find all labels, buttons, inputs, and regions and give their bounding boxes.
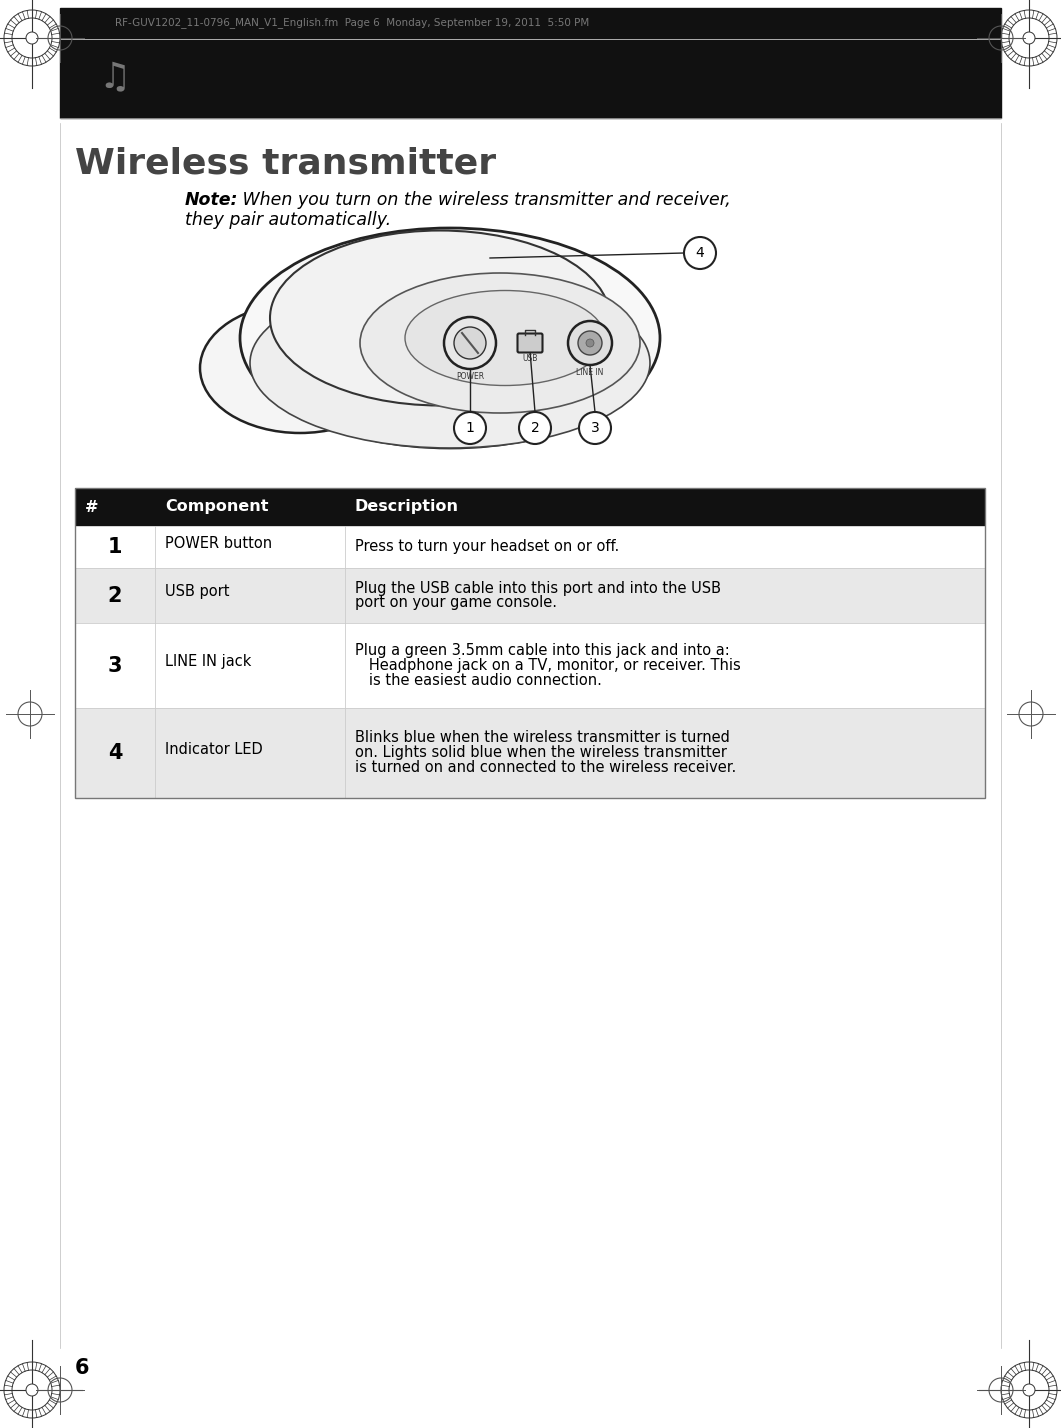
Text: LINE IN: LINE IN [576,368,604,377]
FancyBboxPatch shape [518,334,542,353]
Text: Blinks blue when the wireless transmitter is turned: Blinks blue when the wireless transmitte… [355,731,730,745]
Ellipse shape [201,303,400,433]
Ellipse shape [240,228,660,448]
Text: Component: Component [166,500,268,514]
Text: 2: 2 [530,421,539,436]
Text: 6: 6 [75,1358,89,1378]
Text: When you turn on the wireless transmitter and receiver,: When you turn on the wireless transmitte… [237,191,731,208]
Circle shape [684,237,716,268]
Text: POWER: POWER [456,373,484,381]
Bar [75,526,985,568]
Bar [75,623,985,708]
Text: 4: 4 [108,743,122,763]
Bar [75,568,985,623]
Circle shape [27,31,38,44]
Circle shape [27,1384,38,1397]
Ellipse shape [360,273,640,413]
Text: 4: 4 [696,246,705,260]
Text: they pair automatically.: they pair automatically. [185,211,392,228]
Text: Note:: Note: [185,191,239,208]
Bar [75,488,985,526]
Text: is the easiest audio connection.: is the easiest audio connection. [355,673,602,688]
Circle shape [454,327,486,358]
Text: Wireless transmitter: Wireless transmitter [75,146,497,180]
Text: USB: USB [522,354,538,363]
Text: 1: 1 [466,421,474,436]
Circle shape [443,317,495,368]
Circle shape [519,413,551,444]
Text: USB port: USB port [166,584,229,598]
Text: Headphone jack on a TV, monitor, or receiver. This: Headphone jack on a TV, monitor, or rece… [355,658,741,673]
Text: RF-GUV1202_11-0796_MAN_V1_English.fm  Page 6  Monday, September 19, 2011  5:50 P: RF-GUV1202_11-0796_MAN_V1_English.fm Pag… [115,17,589,29]
Text: port on your game console.: port on your game console. [355,595,557,611]
Text: POWER button: POWER button [166,536,272,551]
Text: Plug a green 3.5mm cable into this jack and into a:: Plug a green 3.5mm cable into this jack … [355,643,730,658]
Text: Description: Description [355,500,459,514]
Circle shape [1023,1384,1034,1397]
Ellipse shape [405,290,605,386]
Text: on. Lights solid blue when the wireless transmitter: on. Lights solid blue when the wireless … [355,745,727,761]
Text: Press to turn your headset on or off.: Press to turn your headset on or off. [355,540,620,554]
Text: 3: 3 [591,421,599,436]
Circle shape [586,338,594,347]
Circle shape [1023,31,1034,44]
Bar [60,9,1001,39]
Ellipse shape [269,230,610,406]
Ellipse shape [250,278,650,448]
Text: 1: 1 [108,537,122,557]
Text: ♫: ♫ [99,60,132,94]
Circle shape [579,413,611,444]
Text: 2: 2 [108,585,122,605]
Text: #: # [85,500,99,514]
Circle shape [568,321,612,366]
Text: Plug the USB cable into this port and into the USB: Plug the USB cable into this port and in… [355,581,721,595]
Bar [75,488,985,798]
Text: Indicator LED: Indicator LED [166,741,263,757]
Text: is turned on and connected to the wireless receiver.: is turned on and connected to the wirele… [355,761,736,775]
Circle shape [454,413,486,444]
Circle shape [578,331,602,356]
Bar [60,40,1001,119]
Text: LINE IN jack: LINE IN jack [166,654,251,668]
Text: 3: 3 [108,655,122,675]
Bar [75,708,985,798]
